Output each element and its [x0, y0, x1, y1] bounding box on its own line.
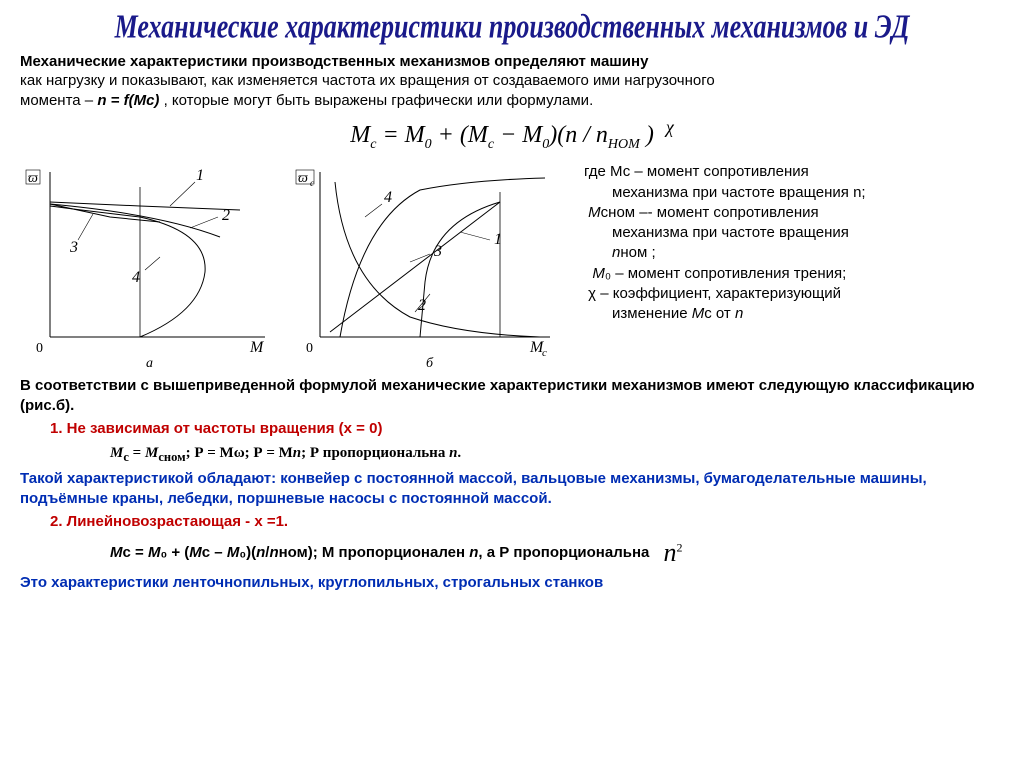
page-title: Механические характеристики производстве…	[20, 5, 1004, 49]
item2-body: Это характеристики ленточнопильных, круг…	[20, 573, 1004, 593]
chart-b-label-4: 4	[384, 189, 392, 206]
legend-line-8: изменение Мс от n	[584, 304, 1004, 324]
legend-line-4: механизма при частоте вращения	[584, 223, 1004, 243]
intro-line2: как нагрузку и показывают, как изменяетс…	[20, 72, 715, 89]
legend-line-6: М₀ – момент сопротивления трения;	[584, 264, 1004, 284]
svg-text:с: с	[542, 347, 547, 359]
item1-title: 1. Не зависимая от частоты вращения (х =…	[20, 419, 1004, 439]
main-formula: Mc = M0 + (Mc − M0)(n / nНОМ ) χ	[20, 116, 1004, 154]
chart-a: 1 2 3 4 ϖ 0 M а	[20, 162, 280, 372]
mid-row: 1 2 3 4 ϖ 0 M а	[20, 162, 1004, 372]
chart-b-origin: 0	[306, 341, 313, 356]
intro-line3-prefix: момента –	[20, 92, 97, 109]
chart-b: 1 2 3 4 ϖ c 0 M с б	[290, 162, 570, 372]
chart-a-label-2: 2	[222, 207, 230, 224]
chart-a-ylabel: ϖ	[28, 171, 38, 186]
chart-b-caption: б	[426, 356, 434, 371]
chart-a-label-3: 3	[69, 239, 78, 256]
classification-intro: В соответствии с вышеприведенной формуло…	[20, 376, 1004, 415]
chart-a-origin: 0	[36, 341, 43, 356]
classification-intro-text: В соответствии с вышеприведенной формуло…	[20, 377, 975, 414]
intro-line1: Механические характеристики производстве…	[20, 53, 648, 70]
n-squared: n2	[664, 536, 683, 570]
chart-b-label-3: 3	[433, 243, 442, 260]
chart-a-xlabel: M	[249, 339, 265, 356]
intro-line3-suffix: , которые могут быть выражены графически…	[164, 92, 594, 109]
intro-line3-formula: n = f(Мс)	[97, 92, 159, 109]
chart-a-caption: а	[146, 356, 153, 371]
legend-line-2: механизма при частоте вращения n;	[584, 183, 1004, 203]
legend-line-5: nном ;	[584, 243, 1004, 263]
legend-line-3: Мсном –- момент сопротивления	[584, 203, 1004, 223]
svg-text:c: c	[310, 178, 314, 188]
item1-body: Такой характеристикой обладают: конвейер…	[20, 469, 1004, 508]
chart-b-ylabel: ϖ	[298, 171, 308, 186]
intro-paragraph: Механические характеристики производстве…	[20, 52, 1004, 111]
legend-line-7: χ – коэффициент, характеризующий	[584, 284, 1004, 304]
legend-block: где Мс – момент сопротивления механизма …	[578, 162, 1004, 324]
chart-a-label-1: 1	[196, 167, 204, 184]
chart-b-label-2: 2	[418, 297, 426, 314]
item2-formula-row: Мс = М₀ + (Мс – М₀)(n/nном); М пропорцио…	[20, 536, 1004, 570]
item2-title: 2. Линейновозрастающая - х =1.	[20, 512, 1004, 532]
chart-b-label-1: 1	[494, 231, 502, 248]
chart-a-label-4: 4	[132, 269, 140, 286]
charts-container: 1 2 3 4 ϖ 0 M а	[20, 162, 570, 372]
legend-line-1: где Мс – момент сопротивления	[584, 162, 1004, 182]
item1-formula: Мс = Мсном; Р = Мω; Р = Мn; Р пропорцион…	[20, 443, 1004, 465]
